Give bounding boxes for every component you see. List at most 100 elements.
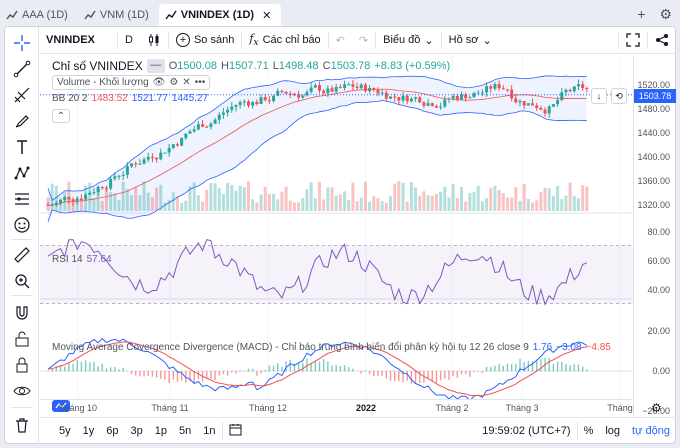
time-label: 2022 xyxy=(355,403,377,413)
price-label: 1480.00 xyxy=(637,104,670,114)
down-arrow-button[interactable]: ↓ xyxy=(591,88,607,104)
time-axis[interactable]: Tháng 10 Tháng 11 Tháng 12 2022 Tháng 2 … xyxy=(40,399,633,417)
ruler-icon[interactable] xyxy=(12,245,32,265)
clock[interactable]: 19:59:02 (UTC+7) xyxy=(482,425,571,437)
magnet-icon[interactable] xyxy=(12,303,32,323)
interval-button[interactable]: D xyxy=(118,27,140,54)
log-toggle[interactable]: log xyxy=(605,425,621,437)
compare-label: So sánh xyxy=(193,34,235,46)
interval-label: D xyxy=(125,34,133,46)
close-icon[interactable]: ✕ xyxy=(262,9,272,22)
price-label: 1320.00 xyxy=(637,200,670,210)
text-icon[interactable] xyxy=(12,137,32,157)
date-range-button[interactable] xyxy=(223,423,248,439)
tab-label: VNINDEX (1D) xyxy=(180,9,255,21)
auto-toggle[interactable]: tự động xyxy=(632,425,670,437)
fullscreen-button[interactable] xyxy=(619,27,647,54)
trash-icon[interactable] xyxy=(12,415,32,435)
open-label: O xyxy=(168,60,178,72)
chevron-down-icon: ⌄ xyxy=(482,34,492,47)
range-6m[interactable]: 6p xyxy=(106,425,119,437)
rsi-axis-label: 40.00 xyxy=(647,285,670,295)
settings-icon[interactable]: ⚙ xyxy=(659,6,672,22)
chart-icon xyxy=(84,10,96,20)
rsi-axis-label: 80.00 xyxy=(647,227,670,237)
rsi-value: 57.64 xyxy=(86,254,112,265)
tab-label: AAA (1D) xyxy=(22,9,68,21)
redo-button[interactable]: ↷ xyxy=(358,34,369,47)
lock-icon[interactable] xyxy=(12,355,32,375)
price-label: 1440.00 xyxy=(637,128,670,138)
range-5y[interactable]: 5y xyxy=(59,425,71,437)
tab-vnm[interactable]: VNM (1D) xyxy=(78,4,159,26)
settings-icon[interactable]: ⚙ xyxy=(651,401,662,415)
macd-label: Moving Average Covergence Divergence (MA… xyxy=(52,342,529,353)
zoom-icon[interactable] xyxy=(12,271,32,291)
chart-type-dropdown[interactable]: Biểu đồ ⌄ xyxy=(376,27,441,54)
trendline-icon[interactable] xyxy=(12,59,32,79)
hide-button[interactable]: — xyxy=(146,59,165,73)
percent-toggle[interactable]: % xyxy=(583,425,594,437)
indicators-label: Các chỉ báo xyxy=(262,34,321,46)
time-label: Tháng 2 xyxy=(435,403,469,413)
volume-legend[interactable]: Volume - Khối lượng 👁 ⚙ ✕ ••• xyxy=(52,75,211,90)
bb-low-value: 1445.27 xyxy=(171,93,209,104)
emoji-icon[interactable] xyxy=(12,215,32,235)
close-label: C xyxy=(322,60,331,72)
macd-legend: Moving Average Covergence Divergence (MA… xyxy=(52,342,611,353)
low-label: L xyxy=(272,60,279,72)
macd-axis-label: 0.00 xyxy=(652,366,670,376)
chart-canvas[interactable] xyxy=(40,55,633,399)
chart-pane[interactable]: Chỉ số VNINDEX — O 1500.08 H 1507.71 L 1498… xyxy=(40,55,633,417)
profile-label: Hồ sơ xyxy=(448,34,479,46)
time-label: Tháng 12 xyxy=(248,403,288,413)
close-icon[interactable]: ✕ xyxy=(182,77,191,88)
pitchfork-icon[interactable] xyxy=(12,85,32,105)
pane-buttons: ↓ ⟲ xyxy=(591,88,627,104)
crosshair-icon[interactable] xyxy=(12,33,32,53)
range-3m[interactable]: 3p xyxy=(130,425,143,437)
undo-button[interactable]: ↶ xyxy=(335,34,345,47)
time-label: Tháng 11 xyxy=(151,403,189,413)
change-value: +8.83 (+0.59%) xyxy=(374,60,451,72)
tradingview-logo xyxy=(52,400,74,414)
profile-dropdown[interactable]: Hồ sơ ⌄ xyxy=(442,27,499,54)
brush-icon[interactable] xyxy=(12,111,32,131)
range-1m[interactable]: 1p xyxy=(154,425,167,437)
bb-up-value: 1521.77 xyxy=(131,93,168,104)
restore-button[interactable]: ⟲ xyxy=(611,88,627,104)
chart-type-label: Biểu đồ xyxy=(383,34,421,46)
indicators-button[interactable]: fx Các chỉ báo xyxy=(242,27,327,54)
add-tab-icon[interactable]: + xyxy=(637,6,646,22)
high-label: H xyxy=(221,60,229,72)
tab-label: VNM (1D) xyxy=(99,9,149,21)
fullscreen-icon xyxy=(626,33,640,47)
bb-mid-value: 1483.52 xyxy=(91,93,128,104)
price-label: 1360.00 xyxy=(637,176,670,186)
symbol-search[interactable]: VNINDEX xyxy=(39,27,117,54)
pattern-icon[interactable] xyxy=(12,163,32,183)
lock-drawing-icon[interactable] xyxy=(12,329,32,349)
time-label: Tháng 10 xyxy=(58,403,98,413)
compare-button[interactable]: + So sánh xyxy=(169,27,241,54)
eye-icon[interactable] xyxy=(12,381,32,401)
eye-icon[interactable]: 👁 xyxy=(152,77,166,88)
share-button[interactable] xyxy=(648,27,676,54)
share-icon xyxy=(656,34,668,46)
macd-axis-label: −20.00 xyxy=(642,406,670,416)
volume-label: Volume - Khối lượng xyxy=(57,77,149,88)
price-label: 1400.00 xyxy=(637,152,670,162)
low-value: 1498.48 xyxy=(278,60,319,72)
tab-aaa[interactable]: AAA (1D) xyxy=(0,4,78,26)
prediction-icon[interactable] xyxy=(12,189,32,209)
chart-icon xyxy=(165,10,177,20)
range-5d[interactable]: 5n xyxy=(179,425,192,437)
settings-icon[interactable]: ⚙ xyxy=(169,77,179,88)
range-1y[interactable]: 1y xyxy=(82,425,95,437)
tab-vnindex[interactable]: VNINDEX (1D) ✕ xyxy=(158,4,282,26)
collapse-legend-button[interactable]: ⌃ xyxy=(52,109,70,123)
candles-button[interactable] xyxy=(140,27,168,54)
more-icon[interactable]: ••• xyxy=(194,77,206,88)
range-1d[interactable]: 1n xyxy=(203,425,216,437)
price-axis[interactable]: 1520.00 1480.00 1440.00 1400.00 1360.00 … xyxy=(633,55,676,417)
